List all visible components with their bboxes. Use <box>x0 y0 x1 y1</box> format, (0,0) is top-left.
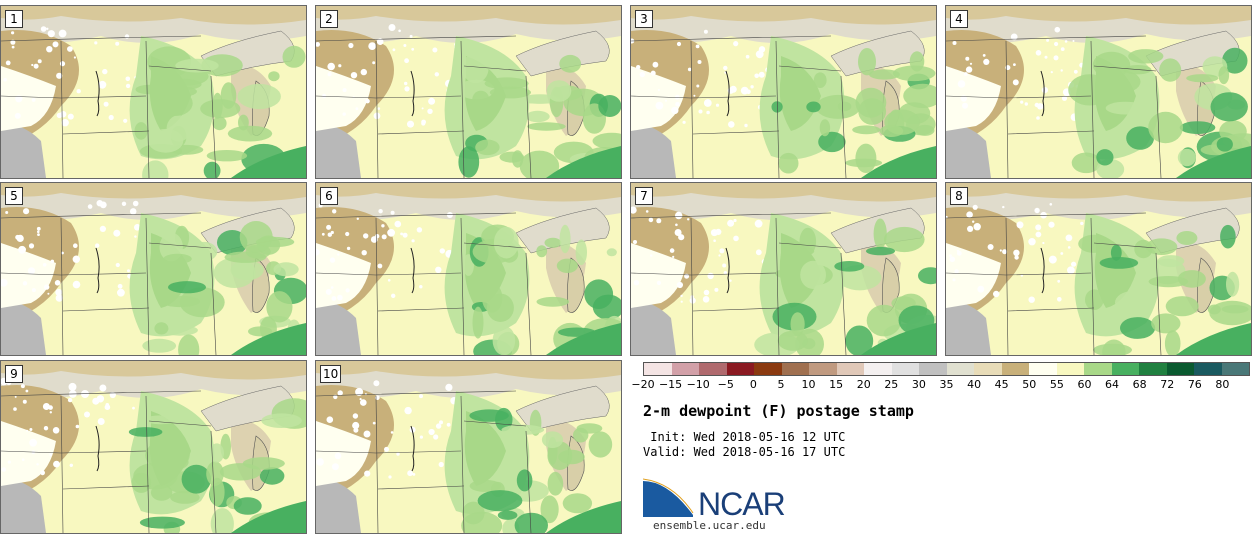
colorbar-tick-label: 25 <box>884 378 899 391</box>
colorbar-swatch <box>699 363 727 375</box>
colorbar-tick-label: −15 <box>658 378 683 391</box>
colorbar-swatch <box>1166 363 1194 375</box>
colorbar-swatch <box>809 363 837 375</box>
colorbar-swatch <box>891 363 919 375</box>
colorbar-swatch <box>1139 363 1167 375</box>
colorbar-swatch <box>1029 363 1057 375</box>
map-panel: 6 <box>315 182 622 356</box>
colorbar-tick-label: 40 <box>967 378 982 391</box>
colorbar-tick-label: 35 <box>939 378 954 391</box>
colorbar-tick-label: 50 <box>1022 378 1037 391</box>
panel-number: 2 <box>320 10 338 28</box>
colorbar-tick-label: 0 <box>749 378 757 391</box>
colorbar-swatch <box>1194 363 1222 375</box>
colorbar-tick-label: 10 <box>801 378 816 391</box>
map-panel: 2 <box>315 5 622 179</box>
colorbar-swatch <box>1111 363 1139 375</box>
panel-number: 3 <box>635 10 653 28</box>
map-panel: 7 <box>630 182 937 356</box>
colorbar-swatch <box>864 363 892 375</box>
logo-url: ensemble.ucar.edu <box>653 519 766 532</box>
colorbar-swatch <box>726 363 754 375</box>
panel-number: 6 <box>320 187 338 205</box>
panel-number: 10 <box>320 365 342 383</box>
map-panel: 10 <box>315 360 622 534</box>
colorbar-tick-label: 60 <box>1077 378 1092 391</box>
colorbar-ticks: −20 −15 −10 −5 0 5 10 15 20 25 30 35 40 45 50 55 60 64 68 7… <box>631 378 1250 392</box>
colorbar-tick-label: 30 <box>911 378 926 391</box>
colorbar-tick-label: 72 <box>1160 378 1175 391</box>
colorbar-swatch <box>781 363 809 375</box>
colorbar-swatch <box>1221 363 1249 375</box>
colorbar-tick-label: 80 <box>1215 378 1230 391</box>
colorbar-tick-label: 76 <box>1187 378 1202 391</box>
colorbar-tick-label: 15 <box>829 378 844 391</box>
map-panel: 1 <box>0 5 307 179</box>
panel-number: 5 <box>5 187 23 205</box>
colorbar-tick-label: 5 <box>777 378 785 391</box>
colorbar-swatch <box>836 363 864 375</box>
colorbar-swatch <box>1001 363 1029 375</box>
panel-number: 8 <box>950 187 968 205</box>
valid-time: Valid: Wed 2018-05-16 17 UTC <box>643 445 846 459</box>
colorbar-tick-label: 64 <box>1105 378 1120 391</box>
init-time: Init: Wed 2018-05-16 12 UTC <box>643 430 846 444</box>
colorbar-swatch <box>946 363 974 375</box>
chart-title: 2-m dewpoint (F) postage stamp <box>643 402 914 420</box>
map-panel: 3 <box>630 5 937 179</box>
ncar-logo-text: NCAR <box>698 486 786 522</box>
ncar-logo-icon <box>643 477 695 517</box>
colorbar-tick-label: −20 <box>631 378 655 391</box>
colorbar-swatch <box>671 363 699 375</box>
colorbar <box>643 362 1250 376</box>
panel-number: 4 <box>950 10 968 28</box>
map-panel: 4 <box>945 5 1252 179</box>
panel-number: 1 <box>5 10 23 28</box>
colorbar-swatch <box>1084 363 1112 375</box>
colorbar-tick-label: −10 <box>686 378 710 391</box>
colorbar-tick-label: 45 <box>994 378 1009 391</box>
colorbar-tick-label: −5 <box>717 378 734 391</box>
map-panel: 8 <box>945 182 1252 356</box>
colorbar-swatch <box>754 363 782 375</box>
colorbar-swatch <box>974 363 1002 375</box>
panel-number: 9 <box>5 365 23 383</box>
panel-number: 7 <box>635 187 653 205</box>
map-panel: 9 <box>0 360 307 534</box>
colorbar-swatch <box>644 363 672 375</box>
colorbar-tick-label: 20 <box>856 378 871 391</box>
colorbar-swatch <box>919 363 947 375</box>
colorbar-tick-label: 68 <box>1132 378 1147 391</box>
map-panel: 5 <box>0 182 307 356</box>
colorbar-tick-label: 55 <box>1049 378 1064 391</box>
colorbar-swatch <box>1056 363 1084 375</box>
